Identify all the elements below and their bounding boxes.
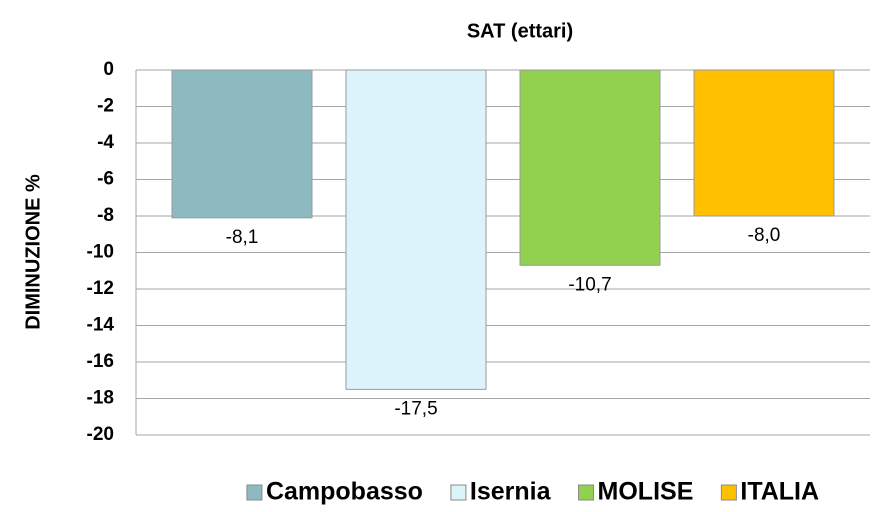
chart-title: SAT (ettari) bbox=[467, 20, 573, 42]
legend-label: Campobasso bbox=[266, 478, 423, 506]
y-axis-title: DIMINUZIONE % bbox=[22, 174, 44, 330]
legend-swatch bbox=[720, 484, 737, 501]
legend-item: ITALIA bbox=[720, 478, 819, 506]
bar bbox=[693, 69, 835, 217]
y-tick-label: -2 bbox=[97, 96, 114, 117]
y-tick-label: -14 bbox=[87, 315, 115, 336]
legend-item: Isernia bbox=[450, 478, 552, 506]
y-tick-label: -18 bbox=[87, 388, 114, 409]
bar bbox=[345, 69, 487, 390]
value-label: -17,5 bbox=[394, 398, 437, 419]
y-tick-label: -20 bbox=[87, 424, 114, 445]
y-tick-label: -16 bbox=[87, 351, 114, 372]
legend-label: ITALIA bbox=[740, 478, 819, 506]
legend-label: MOLISE bbox=[598, 478, 694, 506]
bar bbox=[171, 69, 313, 219]
legend-label: Isernia bbox=[470, 478, 552, 506]
y-tick-label: -10 bbox=[87, 242, 114, 263]
value-label: -8,1 bbox=[226, 227, 259, 248]
y-tick-label: -12 bbox=[87, 278, 114, 299]
y-tick-label: -4 bbox=[97, 132, 114, 153]
legend-swatch bbox=[246, 484, 263, 501]
value-label: -8,0 bbox=[748, 225, 781, 246]
legend-item: Campobasso bbox=[246, 478, 423, 506]
y-tick-label: -8 bbox=[97, 205, 114, 226]
legend-swatch bbox=[578, 484, 595, 501]
y-tick-label: 0 bbox=[103, 59, 114, 80]
value-label: -10,7 bbox=[568, 274, 611, 295]
legend-item: MOLISE bbox=[578, 478, 694, 506]
y-tick-label: -6 bbox=[97, 169, 114, 190]
legend-swatch bbox=[450, 484, 467, 501]
bar bbox=[519, 69, 661, 266]
